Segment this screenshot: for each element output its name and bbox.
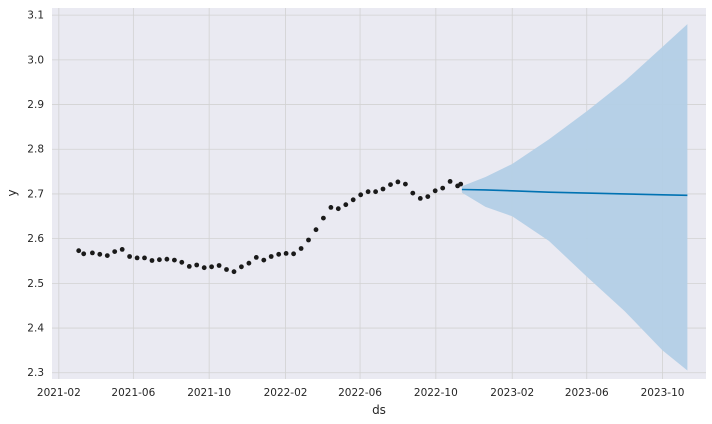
observed-point — [380, 186, 386, 192]
observed-point — [343, 202, 349, 208]
x-axis-ticks: 2021-02 2021-06 2021-10 2022-02 2022-06 2022-… — [37, 387, 685, 399]
y-tick-label: 2.7 — [27, 188, 44, 200]
observed-point — [246, 260, 252, 266]
y-tick-label: 2.5 — [27, 278, 44, 290]
observed-point — [231, 269, 237, 275]
observed-point — [149, 258, 155, 263]
observed-point — [261, 257, 267, 263]
observed-point — [328, 205, 334, 210]
observed-point — [194, 262, 200, 268]
observed-point — [403, 181, 408, 187]
observed-point — [306, 237, 311, 243]
observed-point — [76, 248, 82, 254]
observed-point — [179, 259, 185, 265]
observed-point — [283, 251, 289, 256]
observed-point — [112, 249, 118, 255]
observed-point — [313, 227, 319, 233]
observed-point — [104, 253, 110, 258]
x-tick-label: 2022-02 — [264, 387, 308, 399]
uncertainty-band — [461, 24, 688, 371]
x-tick-label: 2022-10 — [414, 387, 458, 399]
y-axis-label: y — [5, 189, 19, 196]
forecast-mean-line — [461, 188, 688, 197]
observed-point — [97, 251, 103, 257]
observed-point — [440, 185, 446, 191]
observed-point — [335, 206, 341, 212]
observed-point — [142, 255, 147, 261]
observed-point — [276, 251, 282, 257]
observed-point — [172, 257, 177, 263]
observed-point — [186, 264, 192, 269]
y-tick-label: 2.4 — [27, 323, 44, 335]
y-tick-label: 3.1 — [27, 10, 44, 22]
y-tick-label: 2.3 — [27, 367, 44, 379]
x-tick-label: 2023-02 — [490, 387, 534, 399]
forecast-line — [461, 188, 688, 197]
observed-point — [365, 189, 371, 195]
observed-points — [76, 179, 464, 275]
x-axis-label: ds — [372, 403, 386, 417]
observed-point — [321, 215, 326, 221]
observed-point — [268, 254, 274, 259]
observed-point — [253, 255, 259, 260]
observed-point — [134, 255, 140, 261]
y-tick-label: 2.8 — [27, 144, 44, 156]
observed-point — [447, 179, 453, 184]
observed-point — [90, 250, 95, 256]
observed-point — [216, 263, 222, 268]
observed-point — [388, 182, 393, 188]
y-tick-label: 2.9 — [27, 99, 44, 111]
x-tick-label: 2021-10 — [187, 387, 231, 399]
observed-point — [358, 192, 364, 198]
observed-point — [201, 265, 207, 271]
forecast-interval-area — [461, 24, 688, 371]
x-tick-label: 2021-02 — [37, 387, 81, 399]
observed-point — [432, 188, 438, 194]
y-tick-label: 2.6 — [27, 233, 44, 245]
observed-point — [458, 181, 464, 187]
observed-point — [291, 251, 296, 257]
observed-point — [164, 256, 170, 262]
observed-point — [395, 179, 401, 185]
observed-point — [239, 264, 244, 270]
observed-point — [119, 247, 125, 252]
observed-point — [350, 197, 356, 203]
observed-point — [209, 264, 215, 270]
x-tick-label: 2022-06 — [338, 387, 382, 399]
y-axis-ticks: 2.3 2.4 2.5 2.6 2.7 2.8 2.9 3.0 3.1 — [27, 10, 44, 380]
x-tick-label: 2021-06 — [111, 387, 155, 399]
observed-point — [157, 257, 162, 263]
observed-point — [224, 267, 229, 272]
observed-point — [373, 189, 378, 195]
observed-point — [410, 190, 416, 196]
observed-point — [425, 194, 431, 200]
x-tick-label: 2023-10 — [641, 387, 685, 399]
observed-point — [298, 246, 304, 251]
x-tick-label: 2023-06 — [565, 387, 609, 399]
y-tick-label: 3.0 — [27, 54, 44, 66]
observed-point — [417, 196, 423, 201]
observed-point — [127, 254, 132, 259]
observed-point — [81, 251, 87, 257]
